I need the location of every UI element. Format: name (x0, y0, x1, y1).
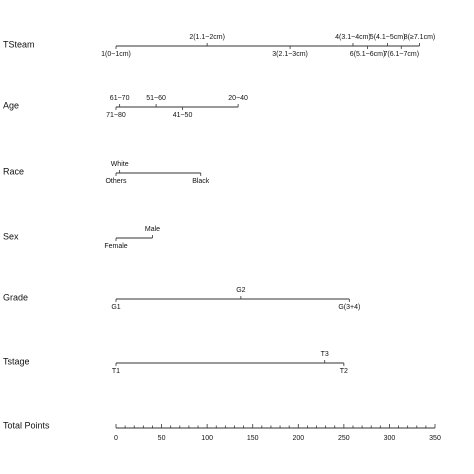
level-label-tsteam-2: 3(2.1~3cm) (272, 51, 308, 58)
level-label-grade-1: G1 (111, 304, 120, 311)
level-label-age-3: 41~50 (173, 112, 193, 119)
level-label-age-1: 71~80 (106, 112, 126, 119)
total-points-tick-label-0: 0 (114, 435, 118, 442)
total-points-tick-label-150: 150 (247, 435, 259, 442)
variable-name-sex: Sex (3, 231, 19, 241)
level-label-sex-1: Female (104, 243, 127, 250)
level-label-age-0: 61~70 (110, 95, 130, 102)
level-label-age-2: 51~60 (146, 95, 166, 102)
level-label-tstage-0: T3 (321, 351, 329, 358)
total-points-tick-label-250: 250 (338, 435, 350, 442)
level-label-sex-0: Male (145, 226, 160, 233)
level-label-tsteam-5: 6(5.1~6cm) (350, 51, 386, 58)
level-label-race-0: White (111, 161, 129, 168)
total-points-tick-label-200: 200 (292, 435, 304, 442)
level-label-age-4: 20~40 (228, 95, 248, 102)
variable-name-tsteam: TSteam (3, 39, 35, 49)
level-label-race-1: Others (105, 178, 127, 185)
level-label-tsteam-4: 5(4.1~5cm) (370, 34, 406, 41)
total-points-tick-label-350: 350 (429, 435, 441, 442)
level-label-tsteam-7: 8(≥7.1cm) (404, 34, 435, 41)
level-label-tsteam-6: 7(6.1~7cm) (383, 51, 419, 58)
total-points-tick-label-300: 300 (384, 435, 396, 442)
total-points-tick-label-100: 100 (201, 435, 213, 442)
level-label-tsteam-0: 1(0~1cm) (101, 51, 131, 58)
level-label-tstage-1: T1 (112, 368, 120, 375)
level-label-grade-2: G(3+4) (338, 304, 360, 311)
level-label-tsteam-3: 4(3.1~4cm) (335, 34, 371, 41)
variable-name-age: Age (3, 100, 19, 110)
level-label-tsteam-1: 2(1.1~2cm) (189, 34, 225, 41)
variable-name-grade: Grade (3, 292, 28, 302)
level-label-race-2: Black (192, 178, 210, 185)
variable-name-race: Race (3, 166, 24, 176)
level-label-tstage-2: T2 (340, 368, 348, 375)
total-points-tick-label-50: 50 (158, 435, 166, 442)
variable-name-tstage: Tstage (3, 356, 30, 366)
axis-title-total-points: Total Points (3, 420, 50, 430)
level-label-grade-0: G2 (236, 287, 245, 294)
